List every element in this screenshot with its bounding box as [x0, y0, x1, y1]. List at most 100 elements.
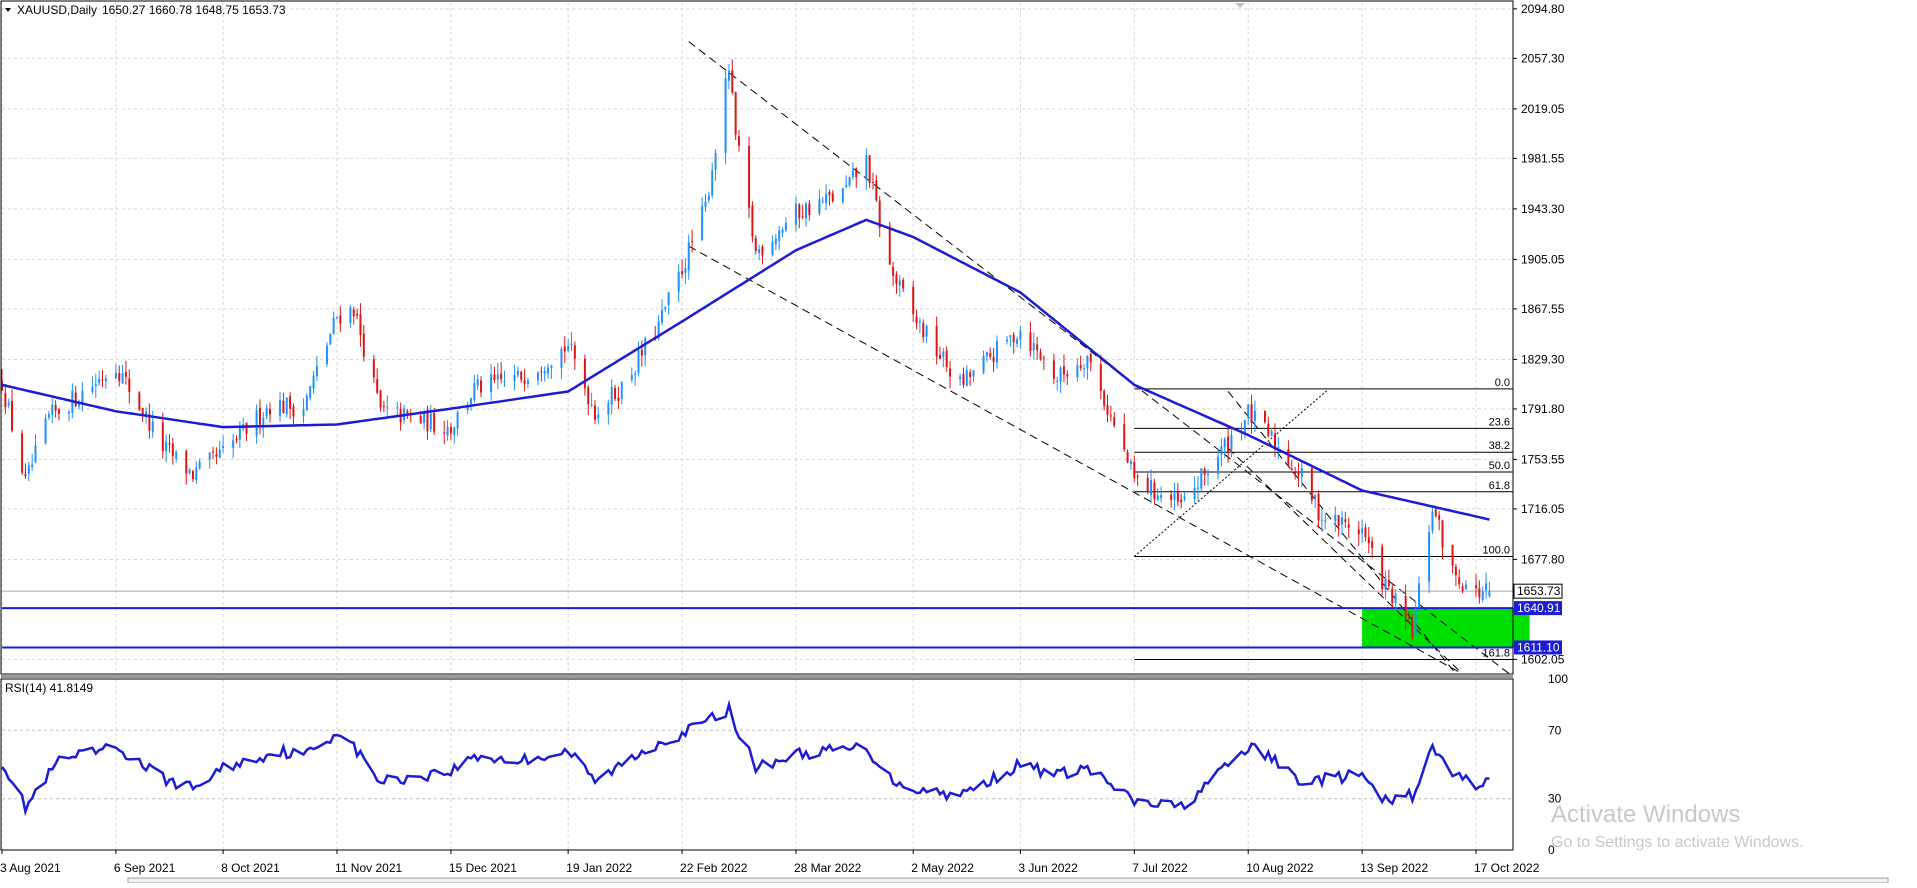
candle-down: [406, 410, 409, 414]
candle-down: [875, 180, 878, 201]
price-tick-label: 1753.55: [1521, 452, 1565, 466]
candle-up: [825, 193, 828, 204]
candle-down: [962, 374, 965, 385]
rsi-title: RSI(14) 41.8149: [5, 681, 93, 695]
time-tick-label: 6 Sep 2021: [114, 861, 176, 875]
candle-up: [145, 411, 148, 416]
price-tick-label: 1905.05: [1521, 252, 1565, 266]
candle-down: [912, 286, 915, 315]
candle-up: [543, 371, 546, 374]
trend-channel-lines[interactable]: [688, 41, 1510, 675]
candle-down: [372, 359, 375, 378]
candle-down: [969, 372, 972, 377]
candle-up: [684, 268, 687, 274]
chart-menu-arrow-icon[interactable]: [5, 8, 11, 12]
candle-down: [1079, 365, 1082, 368]
candle-up: [513, 374, 516, 382]
candle-up: [550, 365, 553, 369]
candle-up: [490, 374, 493, 393]
candle-down: [480, 380, 483, 393]
candle-up: [1217, 457, 1220, 474]
candle-up: [660, 310, 663, 323]
candle-up: [1156, 495, 1159, 501]
candle-down: [1227, 436, 1230, 452]
candle-up: [1076, 365, 1079, 378]
candle-up: [851, 170, 854, 178]
candle-down: [292, 406, 295, 417]
candle-up: [526, 380, 529, 384]
candle-up: [664, 307, 667, 310]
candle-down: [1263, 410, 1266, 423]
candle-down: [352, 309, 355, 317]
candle-up: [91, 386, 94, 392]
price-tick-label: 2057.30: [1521, 51, 1565, 65]
candle-down: [640, 350, 643, 356]
candle-down: [1478, 588, 1481, 598]
candle-up: [1464, 584, 1467, 590]
candle-up: [78, 402, 81, 407]
moving-average-layer: [1, 218, 1490, 521]
candle-down: [493, 374, 496, 380]
candle-up: [657, 321, 660, 339]
candle-down: [878, 200, 881, 228]
scroll-marker-icon[interactable]: [1235, 3, 1245, 8]
candle-up: [98, 379, 101, 384]
candle-up: [794, 203, 797, 225]
candle-down: [382, 405, 385, 407]
candle-up: [898, 280, 901, 286]
candle-up: [453, 427, 456, 435]
symbol-label: XAUUSD,Daily: [17, 3, 97, 17]
candle-up: [1314, 495, 1317, 499]
candle-down: [148, 414, 151, 431]
candle-up: [44, 418, 47, 444]
candle-down: [1438, 515, 1441, 520]
horizontal-levels[interactable]: [2, 590, 1513, 649]
candle-down: [1290, 468, 1293, 471]
candle-up: [1253, 410, 1256, 422]
candle-up: [279, 400, 282, 417]
fib-level-label: 161.8: [1482, 647, 1510, 659]
candle-down: [1408, 616, 1410, 619]
candle-down: [1036, 344, 1039, 350]
candle-up: [1485, 583, 1488, 591]
candle-up: [51, 404, 54, 415]
candle-down: [11, 400, 14, 431]
candle-down: [828, 192, 831, 196]
candle-down: [1434, 509, 1437, 517]
candle-down: [1180, 499, 1183, 503]
candle-up: [27, 465, 30, 474]
candle-down: [945, 350, 948, 368]
candle-up: [7, 402, 10, 406]
fibonacci-retracement[interactable]: 0.0 23.6 38.2 50.0 61.8 100.0 161.8: [1133, 377, 1513, 660]
candle-down: [1267, 423, 1270, 436]
time-tick-label: 22 Feb 2022: [680, 861, 748, 875]
candle-up: [1173, 493, 1176, 500]
candle-up: [818, 199, 821, 214]
candle-up: [114, 372, 117, 379]
candle-up: [597, 414, 600, 419]
candle-up: [1300, 467, 1303, 478]
candle-up: [175, 451, 178, 459]
axis-labels: 2094.80 2057.30 2019.05 1981.55 1943.30 1905.…: [0, 2, 1568, 875]
candle-down: [171, 443, 174, 457]
candle-up: [1243, 420, 1246, 434]
candle-up: [704, 201, 707, 208]
candle-up: [1384, 578, 1387, 590]
candle-up: [121, 373, 124, 384]
candle-up: [590, 404, 593, 406]
candle-up: [567, 346, 570, 351]
candle-down: [282, 400, 285, 413]
candle-down: [356, 313, 359, 316]
candle-down: [1411, 620, 1414, 638]
candle-down: [4, 393, 7, 408]
support-zone-layer: [1362, 608, 1530, 648]
rsi-line: [1, 699, 1490, 817]
candle-up: [285, 398, 288, 415]
channel-line: [1227, 391, 1457, 675]
level-badge-label: 1611.10: [1517, 640, 1560, 654]
candle-up: [1220, 446, 1223, 455]
candle-down: [1153, 482, 1156, 500]
candle-up: [1016, 339, 1019, 344]
